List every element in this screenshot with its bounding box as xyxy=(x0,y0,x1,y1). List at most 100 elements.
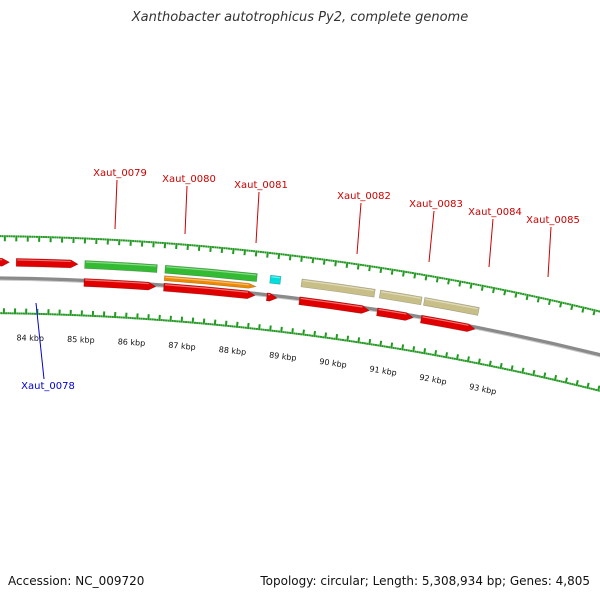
scale-label: 91 kbp xyxy=(369,364,398,377)
outer-tick xyxy=(413,272,417,279)
outer-tick xyxy=(525,293,529,301)
outer-tick xyxy=(514,291,518,298)
genome-summary-label: Topology: circular; Length: 5,308,934 bp… xyxy=(260,574,590,588)
inner-tick xyxy=(597,385,600,392)
inner-tick xyxy=(499,362,503,370)
scale-label: 92 kbp xyxy=(419,373,448,387)
outer-tick xyxy=(266,251,269,258)
gene-label[interactable]: Xaut_0080 xyxy=(162,174,216,185)
gene-arrow[interactable] xyxy=(163,275,257,289)
outer-tick xyxy=(424,274,428,281)
inner-tick xyxy=(401,344,405,351)
outer-tick xyxy=(209,245,212,252)
gene-arrow[interactable] xyxy=(269,274,282,285)
gene-arrow[interactable] xyxy=(84,260,158,273)
gene-arrow-highlight xyxy=(425,298,479,310)
gene-arrow-highlight xyxy=(17,259,71,263)
inner-tick xyxy=(564,377,568,384)
scale-label: 88 kbp xyxy=(218,345,246,357)
outer-tick xyxy=(243,249,247,256)
gene-arrow[interactable] xyxy=(378,289,423,306)
outer-tick xyxy=(480,284,484,291)
gene-label[interactable]: Xaut_0085 xyxy=(526,215,580,226)
gene-leader-line xyxy=(114,179,118,230)
inner-tick xyxy=(269,325,272,332)
gene-leader-line xyxy=(488,218,494,268)
inner-tick xyxy=(324,332,328,339)
outer-tick xyxy=(548,298,552,306)
scale-label: 90 kbp xyxy=(319,357,348,370)
outer-tick xyxy=(334,260,338,267)
gene-arrow[interactable] xyxy=(423,297,480,316)
inner-tick xyxy=(224,320,228,327)
outer-tick xyxy=(322,258,326,265)
inner-tick xyxy=(191,317,195,324)
outer-tick xyxy=(311,257,315,264)
outer-tick xyxy=(492,286,496,294)
inner-tick xyxy=(553,374,558,382)
outer-tick xyxy=(277,252,281,260)
gene-arrow[interactable] xyxy=(376,307,414,321)
gene-label[interactable]: Xaut_0083 xyxy=(409,199,463,210)
outer-tick xyxy=(570,303,574,311)
outer-tick xyxy=(435,276,439,283)
inner-tick xyxy=(379,340,383,347)
gene-arrow[interactable] xyxy=(0,257,11,267)
inner-tick xyxy=(258,324,261,331)
outer-tick xyxy=(197,244,201,251)
gene-label[interactable]: Xaut_0084 xyxy=(468,207,522,218)
inner-tick xyxy=(477,358,481,365)
outer-tick xyxy=(390,268,394,275)
outer-tick xyxy=(559,301,563,308)
gene-arrow[interactable] xyxy=(83,278,157,291)
gene-arrow[interactable] xyxy=(15,258,79,269)
outer-tick xyxy=(379,266,383,274)
inner-tick xyxy=(280,326,283,333)
inner-tick xyxy=(466,356,470,363)
gene-arrow[interactable] xyxy=(298,296,370,314)
inner-tick xyxy=(213,319,217,326)
outer-tick xyxy=(288,254,292,261)
scale-label: 85 kbp xyxy=(67,335,95,345)
outer-tick xyxy=(220,246,224,254)
gene-arrow-highlight xyxy=(378,308,407,315)
inner-tick xyxy=(335,333,339,341)
outer-tick xyxy=(254,250,258,257)
gene-label[interactable]: Xaut_0082 xyxy=(337,191,391,202)
gene-arrow[interactable] xyxy=(163,282,256,300)
gene-leader-line xyxy=(255,191,260,244)
inner-tick xyxy=(302,329,305,336)
inner-tick xyxy=(488,360,492,367)
inner-tick xyxy=(434,350,438,357)
gene-leader-line xyxy=(356,202,362,255)
outer-tick xyxy=(368,265,372,272)
gene-arrow-highlight xyxy=(85,261,157,267)
gene-label[interactable]: Xaut_0078 xyxy=(21,381,75,392)
outer-tick xyxy=(345,261,349,268)
genome-backbone-highlight xyxy=(0,279,600,358)
gene-label[interactable]: Xaut_0081 xyxy=(234,180,288,191)
gene-arrow-highlight xyxy=(302,279,375,292)
outer-tick xyxy=(592,309,596,316)
inner-tick xyxy=(357,337,361,344)
inner-tick xyxy=(455,354,459,361)
inner-tick xyxy=(532,369,536,377)
gene-leader-line xyxy=(35,302,45,380)
gene-arrow-highlight xyxy=(381,291,421,299)
outer-tick xyxy=(447,278,451,285)
gene-arrow-highlight xyxy=(422,316,469,326)
gene-arrow[interactable] xyxy=(419,314,476,332)
gene-label[interactable]: Xaut_0079 xyxy=(93,168,147,179)
gene-arrow-highlight xyxy=(300,297,363,308)
gene-arrow[interactable] xyxy=(300,278,376,298)
gene-arrow-highlight xyxy=(166,266,257,276)
outer-tick xyxy=(536,296,541,303)
inner-tick xyxy=(313,330,317,338)
gene-arrow-highlight xyxy=(85,279,149,285)
inner-tick xyxy=(412,346,416,353)
accession-label: Accession: NC_009720 xyxy=(8,574,145,588)
gene-arrow[interactable] xyxy=(164,264,258,282)
gene-arrow[interactable] xyxy=(265,292,278,302)
scale-label: 84 kbp xyxy=(16,333,44,343)
outer-tick xyxy=(356,263,360,270)
